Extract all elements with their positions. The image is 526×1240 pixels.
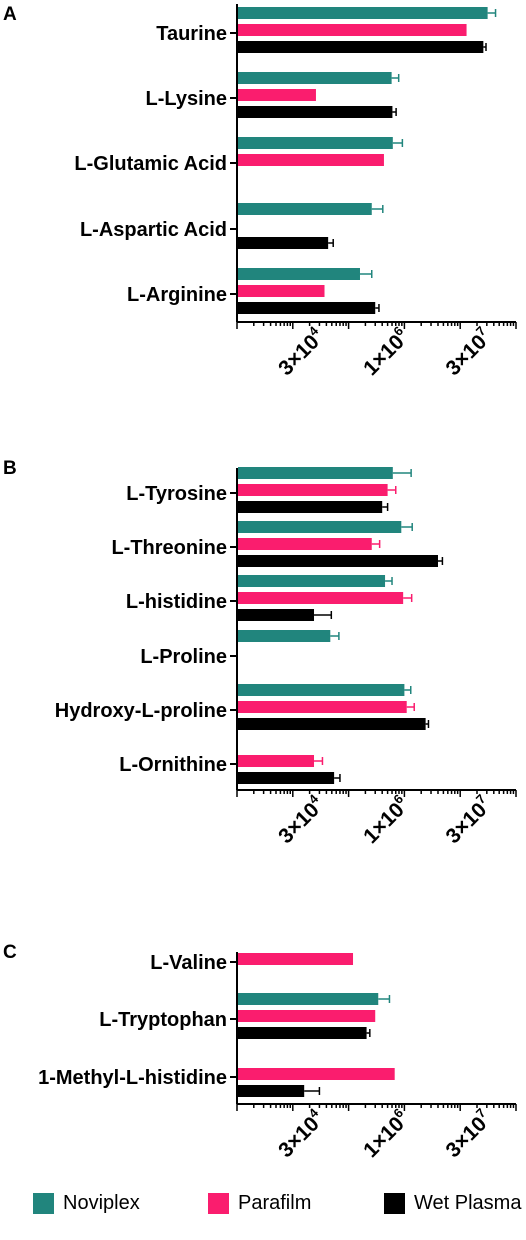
bar-l-histidine-noviplex xyxy=(238,575,386,587)
category-label-l-valine: L-Valine xyxy=(150,952,227,974)
bar-l-ornithine-wet-plasma xyxy=(238,772,335,784)
panel-letter-b: B xyxy=(3,458,17,479)
bar-taurine-parafilm xyxy=(238,24,467,36)
bar-l-tyrosine-noviplex xyxy=(238,467,393,479)
category-label-l-lysine: L-Lysine xyxy=(146,88,228,110)
panel-a-x-tick-label: 3×107 xyxy=(439,323,496,380)
bar-l-glutamic-acid-parafilm xyxy=(238,154,384,166)
bar-l-lysine-parafilm xyxy=(238,89,316,101)
panel-a-x-tick-label: 1×106 xyxy=(357,323,414,380)
category-label-1-methyl-l-histidine: 1-Methyl-L-histidine xyxy=(38,1067,227,1089)
bar-l-arginine-parafilm xyxy=(238,285,325,297)
bar-taurine-noviplex xyxy=(238,7,488,19)
panel-c-x-tick-label: 1×106 xyxy=(357,1105,414,1162)
category-label-l-arginine: L-Arginine xyxy=(127,284,227,306)
category-label-l-aspartic-acid: L-Aspartic Acid xyxy=(80,219,227,241)
bar-l-tyrosine-parafilm xyxy=(238,484,388,496)
legend-label-parafilm: Parafilm xyxy=(238,1191,312,1214)
bar-l-tryptophan-noviplex xyxy=(238,993,379,1005)
category-label-l-threonine: L-Threonine xyxy=(111,537,227,559)
panel-c-x-tick-label: 3×104 xyxy=(272,1105,329,1162)
legend-swatch-noviplex xyxy=(33,1192,54,1214)
bar-l-glutamic-acid-noviplex xyxy=(238,137,393,149)
bar-l-threonine-wet-plasma xyxy=(238,555,438,567)
bar-l-threonine-parafilm xyxy=(238,538,372,550)
bar-l-tryptophan-parafilm xyxy=(238,1010,376,1022)
bar-l-lysine-wet-plasma xyxy=(238,106,393,118)
bar-1-methyl-l-histidine-wet-plasma xyxy=(238,1085,305,1097)
bar-hydroxy-l-proline-noviplex xyxy=(238,684,405,696)
bar-l-tryptophan-wet-plasma xyxy=(238,1027,367,1039)
bar-hydroxy-l-proline-wet-plasma xyxy=(238,718,426,730)
legend-label-noviplex: Noviplex xyxy=(63,1191,140,1214)
category-label-l-tryptophan: L-Tryptophan xyxy=(99,1009,227,1031)
bar-l-valine-parafilm xyxy=(238,953,354,965)
legend-item-parafilm: Parafilm xyxy=(208,1188,311,1218)
category-label-l-ornithine: L-Ornithine xyxy=(119,754,227,776)
category-label-hydroxy-l-proline: Hydroxy-L-proline xyxy=(55,700,227,722)
bar-l-aspartic-acid-wet-plasma xyxy=(238,237,329,249)
panel-a-x-tick-label: 3×104 xyxy=(272,323,329,380)
bar-l-threonine-noviplex xyxy=(238,521,402,533)
legend-item-wet-plasma: Wet Plasma xyxy=(384,1188,521,1218)
legend: Noviplex Parafilm Wet Plasma xyxy=(0,1188,526,1218)
bar-l-histidine-wet-plasma xyxy=(238,609,315,621)
category-label-l-tyrosine: L-Tyrosine xyxy=(126,483,227,505)
bar-taurine-wet-plasma xyxy=(238,41,484,53)
bar-l-arginine-noviplex xyxy=(238,268,360,280)
category-label-taurine: Taurine xyxy=(156,23,227,45)
panel-letter-a: A xyxy=(3,4,17,25)
bar-l-ornithine-parafilm xyxy=(238,755,315,767)
bar-l-arginine-wet-plasma xyxy=(238,302,376,314)
panel-letter-c: C xyxy=(3,942,17,963)
bar-l-tyrosine-wet-plasma xyxy=(238,501,383,513)
panel-b-x-tick-label: 3×107 xyxy=(439,791,496,848)
legend-label-wet-plasma: Wet Plasma xyxy=(414,1191,522,1214)
panel-b-x-tick-label: 3×104 xyxy=(272,791,329,848)
bar-l-histidine-parafilm xyxy=(238,592,404,604)
bar-l-lysine-noviplex xyxy=(238,72,392,84)
bar-l-aspartic-acid-noviplex xyxy=(238,203,372,215)
category-label-l-proline: L-Proline xyxy=(140,646,227,668)
amino-acid-bar-chart: A 3×104 1×106 3×107 Taurine L-Lysine L-Glutami… xyxy=(3,4,517,1162)
legend-swatch-parafilm xyxy=(208,1192,229,1214)
category-label-l-histidine: L-histidine xyxy=(126,591,227,613)
bar-hydroxy-l-proline-parafilm xyxy=(238,701,407,713)
bar-l-proline-noviplex xyxy=(238,630,331,642)
legend-item-noviplex: Noviplex xyxy=(33,1188,140,1218)
panel-c-x-tick-label: 3×107 xyxy=(439,1105,496,1162)
legend-swatch-wet-plasma xyxy=(384,1192,405,1214)
bar-1-methyl-l-histidine-parafilm xyxy=(238,1068,395,1080)
category-label-l-glutamic-acid: L-Glutamic Acid xyxy=(74,153,227,175)
panel-b-x-tick-label: 1×106 xyxy=(357,791,414,848)
